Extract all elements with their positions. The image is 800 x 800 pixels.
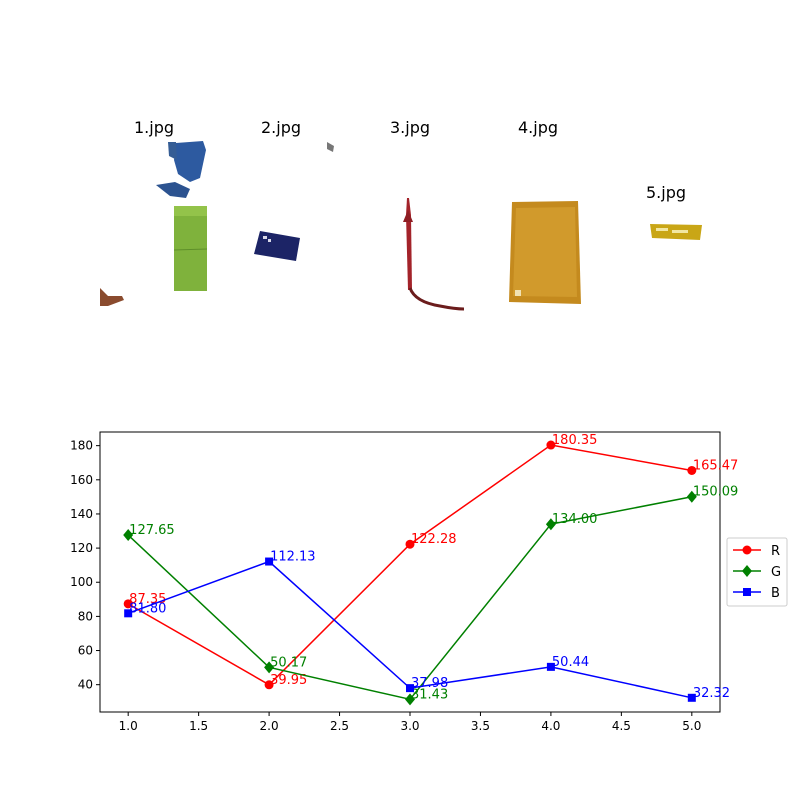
series-line-b xyxy=(127,560,692,699)
data-point-g xyxy=(405,693,415,706)
data-point-r xyxy=(405,539,415,549)
x-tick-label: 2.5 xyxy=(330,719,349,733)
y-tick-label: 160 xyxy=(70,473,93,487)
y-tick-label: 60 xyxy=(78,644,93,658)
legend-marker-b xyxy=(743,588,751,596)
legend-label-b: B xyxy=(771,586,780,601)
data-label-g: 134.00 xyxy=(552,512,598,527)
data-label-g: 31.43 xyxy=(411,687,448,702)
legend-marker-g xyxy=(742,565,752,577)
thumbnail-title-5: 5.jpg xyxy=(646,183,687,202)
legend-label-g: G xyxy=(771,565,781,580)
thumbnail-image-2 xyxy=(254,142,334,261)
data-label-b: 37.98 xyxy=(411,676,448,691)
data-point-b xyxy=(406,684,414,693)
data-point-g xyxy=(264,661,275,674)
data-point-g xyxy=(123,529,134,542)
data-point-g xyxy=(686,490,697,503)
thumbnail-image-5 xyxy=(650,224,702,240)
x-tick-label: 2.0 xyxy=(260,719,279,733)
y-tick-label: 140 xyxy=(70,507,93,521)
thumbnail-title-2: 2.jpg xyxy=(261,118,302,137)
data-label-b: 50.44 xyxy=(552,655,589,670)
x-tick-label: 1.5 xyxy=(189,719,208,733)
data-label-g: 150.09 xyxy=(693,485,739,500)
data-point-g xyxy=(545,518,556,531)
y-tick-label: 40 xyxy=(78,678,93,692)
thumbnail-title-3: 3.jpg xyxy=(390,118,431,137)
x-tick-label: 1.0 xyxy=(119,719,138,733)
y-tick-label: 80 xyxy=(78,609,93,623)
data-label-b: 112.13 xyxy=(270,550,316,565)
data-point-r xyxy=(264,680,274,690)
x-tick-label: 3.0 xyxy=(400,719,419,733)
data-point-r xyxy=(687,465,697,475)
data-label-g: 127.65 xyxy=(129,523,175,538)
data-point-r xyxy=(546,440,556,450)
data-label-g: 50.17 xyxy=(270,655,307,670)
thumbnail-title-4: 4.jpg xyxy=(518,118,559,137)
y-tick-label: 120 xyxy=(70,541,93,555)
data-label-b: 81.80 xyxy=(129,601,166,616)
data-point-b xyxy=(546,662,555,671)
data-label-r: 165.47 xyxy=(693,458,739,473)
series-line-r xyxy=(127,444,692,686)
data-point-b xyxy=(265,557,274,566)
x-tick-label: 5.0 xyxy=(682,719,701,733)
data-label-r: 122.28 xyxy=(411,532,457,547)
thumbnail-image-3 xyxy=(403,198,465,311)
plot-frame xyxy=(99,431,721,713)
legend-marker-r xyxy=(742,545,752,555)
data-point-b xyxy=(124,609,133,618)
data-point-r xyxy=(123,599,133,609)
x-tick-label: 4.5 xyxy=(612,719,631,733)
data-label-r: 180.35 xyxy=(552,433,598,448)
legend-box xyxy=(726,537,788,607)
thumbnail-title-1: 1.jpg xyxy=(134,118,175,137)
data-point-b xyxy=(687,693,696,702)
thumbnails-strip xyxy=(100,141,702,311)
y-tick-label: 180 xyxy=(70,439,93,453)
line-chart: 1.0 1.5 2.0 2.5 3.0 3.5 4.0 4.5 5.0 40 60 80 100 120 1… xyxy=(70,431,788,733)
thumbnail-image-4 xyxy=(509,201,581,304)
series-line-g xyxy=(127,495,692,701)
x-tick-label: 4.0 xyxy=(541,719,560,733)
data-label-r: 39.95 xyxy=(270,673,307,688)
legend-label-r: R xyxy=(771,544,780,559)
thumbnail-image-1 xyxy=(100,141,208,306)
y-tick-label: 100 xyxy=(70,575,93,589)
x-tick-label: 3.5 xyxy=(471,719,490,733)
data-label-b: 32.32 xyxy=(693,686,730,701)
